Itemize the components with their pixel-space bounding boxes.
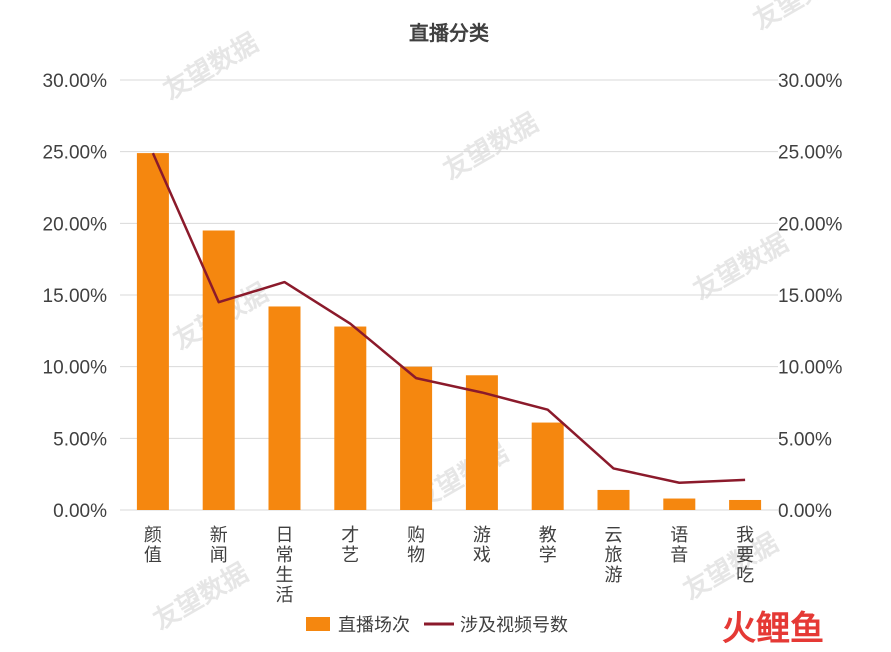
y-tick-label-right: 10.00% [778,358,843,379]
bar [663,498,696,510]
bar [531,422,564,510]
legend-label-line: 涉及视频号数 [460,615,568,635]
bar-series [136,153,762,510]
y-axis-left: 0.00% 5.00% 10.00% 15.00% 20.00% 25.00% 30.00% [43,71,108,522]
bar [202,230,235,510]
watermark-text: 友望数据 [748,0,853,35]
bar [136,153,169,510]
brand-logo: 火鲤鱼 [722,610,824,648]
y-tick-label-left: 10.00% [43,358,108,379]
y-tick-label-right: 25.00% [778,143,843,164]
y-tick-label-right: 5.00% [778,429,832,450]
x-tick-label: 教学 [539,525,557,565]
x-tick-label: 语音 [670,525,688,565]
legend-swatch-bar [306,617,330,631]
watermark-text: 友望数据 [158,27,263,105]
y-tick-label-right: 15.00% [778,286,843,307]
chart-title: 直播分类 [409,21,489,45]
x-tick-label: 我要吃 [736,525,754,585]
y-tick-label-right: 0.00% [778,501,832,522]
y-tick-label-right: 30.00% [778,71,843,92]
bar [334,326,367,510]
line-series [151,152,746,485]
bar [729,499,762,510]
x-tick-label: 颜值 [144,525,162,565]
y-tick-label-left: 25.00% [43,143,108,164]
x-axis-labels: 颜值 新闻 日常生活 才艺 购物 游戏 教学 云旅游 语音 我要吃 [144,525,754,605]
series-line [151,152,746,485]
bar [465,375,498,510]
legend: 直播场次 涉及视频号数 [306,615,568,635]
x-tick-label: 游戏 [473,525,491,565]
x-tick-label: 云旅游 [605,525,623,585]
y-axis-right: 0.00% 5.00% 10.00% 15.00% 20.00% 25.00% 30.00% [778,71,843,522]
y-tick-label-left: 0.00% [53,501,107,522]
legend-label-bar: 直播场次 [338,615,410,635]
y-tick-label-left: 5.00% [53,429,107,450]
bar [400,366,433,510]
y-tick-label-left: 20.00% [43,214,108,235]
bar [268,306,301,510]
y-tick-label-left: 30.00% [43,71,108,92]
watermark-text: 友望数据 [148,557,253,635]
x-tick-label: 新闻 [210,525,228,565]
x-tick-label: 日常生活 [276,525,294,605]
y-tick-label-left: 15.00% [43,286,108,307]
x-tick-label: 才艺 [341,525,359,565]
watermark-text: 友望数据 [438,107,543,185]
watermark-text: 友望数据 [678,527,783,605]
bar [597,489,630,510]
y-tick-label-right: 20.00% [778,214,843,235]
x-tick-label: 购物 [407,525,425,565]
